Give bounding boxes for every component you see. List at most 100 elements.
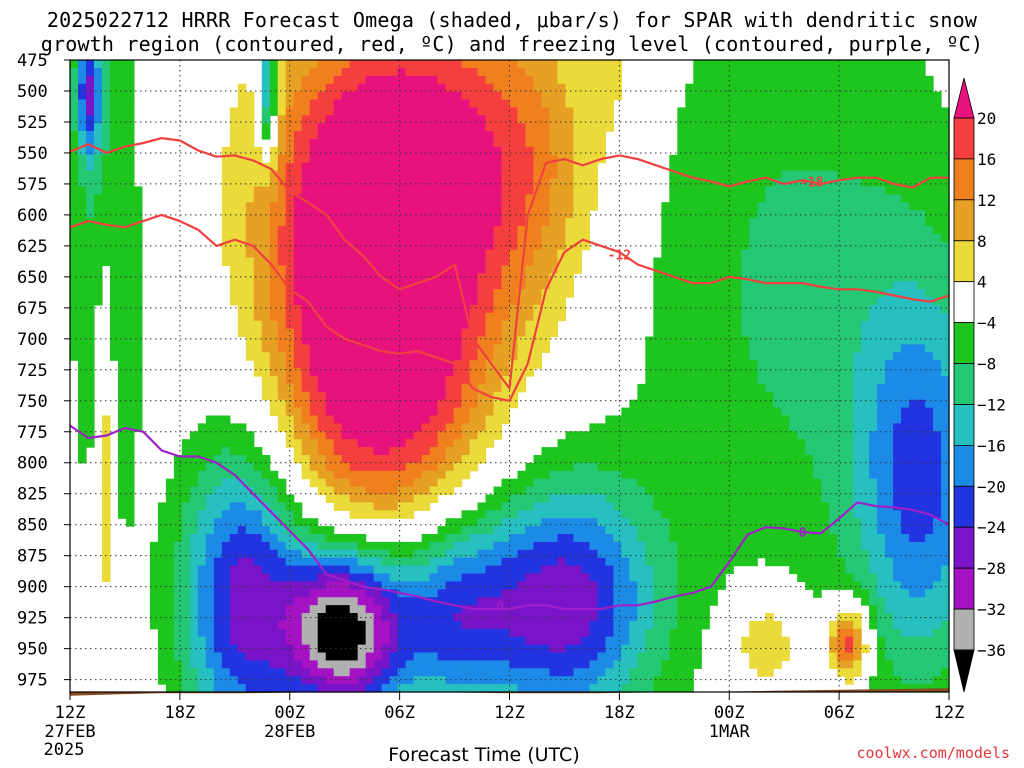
omega-cell [165,660,175,669]
omega-cell [717,218,726,227]
omega-cell [237,486,247,496]
omega-cell [405,297,415,306]
omega-cell [365,644,375,654]
omega-cell [725,549,734,559]
omega-cell [581,233,591,243]
omega-cell [373,162,383,172]
omega-cell [70,210,79,219]
omega-cell [397,668,407,677]
omega-cell [229,146,239,156]
omega-cell [237,431,247,440]
omega-cell [661,668,670,677]
omega-cell [77,131,87,140]
omega-cell [341,297,351,306]
omega-cell [117,75,127,85]
omega-cell [629,644,638,654]
omega-cell [317,67,327,77]
omega-cell [557,573,567,582]
omega-cell [365,312,375,322]
omega-cell [717,139,726,148]
omega-cell [517,510,527,519]
omega-cell [725,423,734,432]
omega-cell [493,620,503,630]
omega-cell [589,660,598,669]
omega-cell [725,407,734,417]
omega-cell [277,162,287,172]
omega-cell [77,415,87,424]
omega-cell [405,186,415,195]
omega-cell [341,668,351,677]
omega-cell [269,154,279,164]
omega-cell [565,60,575,69]
omega-cell [549,462,559,472]
omega-cell [701,597,710,606]
omega-cell [389,297,399,306]
omega-cell [277,225,287,235]
omega-cell [517,131,527,140]
omega-cell [469,589,479,598]
omega-cell [309,644,319,654]
omega-cell [70,131,79,140]
omega-cell [549,312,559,322]
omega-cell [509,289,519,298]
omega-cell [453,620,463,630]
omega-cell [277,281,287,290]
omega-cell [117,439,127,448]
omega-cell [197,470,207,480]
omega-cell [461,336,471,345]
omega-cell [437,470,447,480]
omega-cell [157,652,167,661]
omega-cell [85,162,95,172]
omega-cell [77,297,87,306]
omega-cell [237,154,247,164]
omega-cell [437,186,447,195]
omega-cell [341,146,351,156]
omega-cell [685,557,694,567]
omega-cell [389,107,399,116]
omega-cell [381,360,391,369]
omega-cell [277,573,287,582]
omega-cell [349,210,359,219]
omega-cell [453,676,463,685]
omega-cell [597,668,606,677]
omega-cell [101,557,111,567]
omega-cell [405,328,415,338]
omega-cell [565,225,575,235]
omega-cell [341,660,351,669]
omega-cell [341,186,351,195]
omega-cell [533,75,543,85]
omega-cell [517,336,527,345]
omega-cell [133,344,143,353]
omega-cell [77,320,87,330]
omega-cell [301,257,311,266]
omega-cell [653,336,662,345]
omega-cell [453,249,463,259]
omega-cell [277,597,287,606]
omega-cell [405,391,415,401]
omega-cell [613,620,622,630]
omega-cell [461,526,471,535]
omega-cell [341,249,351,259]
omega-cell [557,534,567,543]
omega-cell [453,162,463,172]
omega-cell [501,210,511,219]
omega-cell [397,225,407,235]
omega-cell [677,502,686,511]
omega-cell [349,510,359,519]
omega-cell [389,581,399,590]
omega-cell [157,534,167,543]
omega-cell [365,470,375,480]
omega-cell [397,249,407,259]
omega-cell [213,470,223,480]
omega-cell [117,186,127,195]
omega-cell [285,162,295,172]
omega-cell [701,107,710,116]
omega-cell [517,312,527,322]
omega-cell [637,415,646,424]
omega-cell [693,620,702,630]
omega-cell [365,67,375,77]
omega-cell [229,486,239,496]
omega-cell [349,312,359,322]
omega-cell [277,644,287,654]
omega-cell [517,249,527,259]
